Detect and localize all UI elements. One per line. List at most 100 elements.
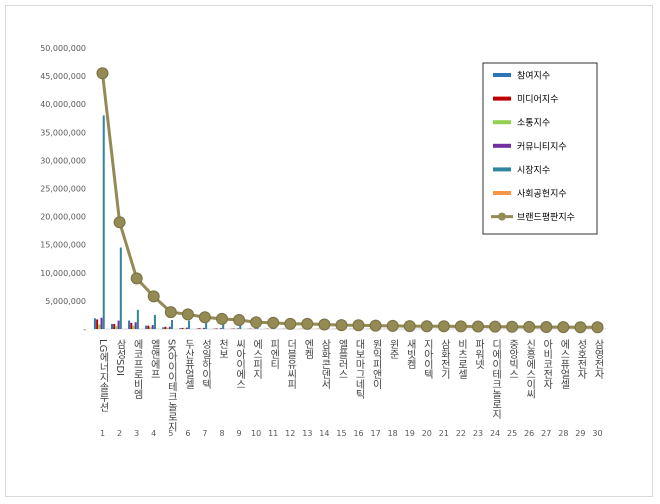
y-tick-label: - bbox=[83, 325, 86, 334]
legend-swatch bbox=[493, 96, 511, 101]
line-point bbox=[591, 321, 604, 334]
line-point bbox=[386, 319, 399, 332]
x-category-label: 에코프로비엠 bbox=[131, 339, 143, 399]
x-rank-label: 24 bbox=[490, 429, 500, 438]
x-category-label: 에스퓨얼셀 bbox=[558, 339, 570, 389]
x-category-label: 비츠로셀 bbox=[455, 339, 467, 379]
x-category-label: 삼영전자 bbox=[592, 339, 604, 380]
y-tick-label: 35,000,000 bbox=[40, 128, 86, 137]
bar bbox=[198, 328, 201, 329]
x-category-label: 중앙빅스 bbox=[507, 339, 519, 379]
bar bbox=[153, 314, 156, 329]
line-point bbox=[437, 320, 450, 333]
x-category-label: 아비코전자 bbox=[541, 339, 553, 390]
legend-box bbox=[482, 62, 598, 235]
x-category-label: 대보마그네틱 bbox=[353, 339, 365, 400]
line-point bbox=[130, 272, 143, 285]
line-point bbox=[284, 317, 297, 330]
bar bbox=[183, 328, 186, 329]
line-point bbox=[369, 319, 382, 332]
bar bbox=[111, 323, 113, 329]
bar bbox=[188, 320, 191, 329]
line-point bbox=[233, 314, 246, 326]
brand-reputation-chart: 50,000,00045,000,00040,000,00035,000,000… bbox=[40, 44, 606, 438]
legend-swatch bbox=[493, 191, 511, 195]
bar bbox=[254, 328, 257, 329]
x-rank-label: 23 bbox=[473, 429, 483, 438]
x-rank-label: 9 bbox=[237, 429, 242, 438]
y-tick-label: 10,000,000 bbox=[40, 269, 86, 278]
bar bbox=[102, 115, 105, 329]
legend-label: 커뮤니티지수 bbox=[517, 141, 567, 152]
x-rank-label: 21 bbox=[439, 429, 449, 438]
line-point bbox=[181, 308, 194, 321]
y-tick-label: 45,000,000 bbox=[40, 72, 86, 81]
bar bbox=[168, 326, 171, 329]
x-category-label: 성일하이텍 bbox=[199, 339, 211, 390]
bar bbox=[147, 325, 150, 329]
y-tick-label: 30,000,000 bbox=[40, 156, 86, 165]
bar bbox=[237, 328, 240, 329]
bar bbox=[113, 323, 116, 329]
x-category-label: 엔켐 bbox=[302, 339, 314, 359]
bar bbox=[119, 247, 122, 329]
x-category-label: 엘앤에프 bbox=[148, 338, 160, 379]
line-point bbox=[301, 317, 314, 330]
x-rank-label: 30 bbox=[592, 429, 602, 438]
legend-label: 참여지수 bbox=[517, 70, 550, 82]
x-category-label: 천보 bbox=[217, 339, 229, 359]
x-category-label: 에스피지 bbox=[251, 339, 263, 380]
x-category-label: 지아이텍 bbox=[421, 339, 433, 380]
bar bbox=[96, 319, 99, 329]
bar bbox=[115, 326, 118, 329]
line-point bbox=[489, 320, 502, 333]
x-rank-label: 2 bbox=[117, 429, 122, 438]
y-tick-label: 5,000,000 bbox=[45, 297, 86, 306]
legend-label: 소통지수 bbox=[517, 118, 550, 129]
bar bbox=[202, 327, 205, 329]
line-point bbox=[198, 311, 211, 324]
legend-swatch bbox=[493, 120, 511, 125]
legend-swatch bbox=[493, 73, 511, 77]
line-point bbox=[318, 318, 331, 331]
line-point bbox=[250, 316, 263, 329]
x-rank-label: 19 bbox=[405, 429, 415, 438]
bar bbox=[162, 327, 165, 329]
legend-label: 사회공헌지수 bbox=[517, 189, 567, 200]
x-rank-label: 25 bbox=[507, 429, 517, 438]
bar bbox=[136, 309, 139, 329]
chart-frame: 50,000,000 45,000,000 40,000,000 35,000,000… bbox=[5, 5, 653, 497]
x-category-label: 삼성SDI bbox=[114, 339, 126, 376]
x-rank-label: 15 bbox=[336, 429, 346, 438]
bar bbox=[239, 323, 242, 329]
x-category-label: 디에이테크놀로지 bbox=[490, 339, 502, 420]
x-category-label: 삼화전기 bbox=[438, 339, 450, 380]
line-point bbox=[96, 67, 109, 80]
bar bbox=[128, 320, 131, 329]
line-point bbox=[403, 320, 416, 333]
x-rank-label: 4 bbox=[151, 429, 156, 438]
line-point bbox=[420, 320, 433, 333]
x-rank-label: 14 bbox=[319, 429, 329, 438]
y-tick-label: 15,000,000 bbox=[40, 241, 86, 250]
bar bbox=[117, 320, 120, 329]
x-rank-label: 20 bbox=[422, 429, 432, 438]
legend-swatch-marker bbox=[498, 212, 506, 221]
x-rank-label: 6 bbox=[185, 429, 190, 438]
line-point bbox=[523, 320, 536, 333]
bar bbox=[132, 325, 135, 329]
x-category-label: LG에너지솔루션 bbox=[97, 339, 109, 412]
x-category-label: 삼화콘덴서 bbox=[319, 339, 331, 390]
legend-swatch bbox=[493, 167, 511, 172]
x-rank-label: 13 bbox=[302, 429, 312, 438]
bar bbox=[181, 327, 184, 329]
x-rank-label: 3 bbox=[134, 429, 139, 438]
y-tick-label: 20,000,000 bbox=[40, 213, 86, 222]
x-rank-label: 8 bbox=[219, 429, 224, 438]
line-point bbox=[472, 320, 484, 333]
x-rank-label: 16 bbox=[353, 429, 363, 438]
line-point bbox=[147, 290, 160, 303]
y-tick-label: 40,000,000 bbox=[40, 100, 86, 109]
legend-label: 브랜드평판지수 bbox=[517, 212, 575, 223]
bar bbox=[215, 328, 218, 329]
